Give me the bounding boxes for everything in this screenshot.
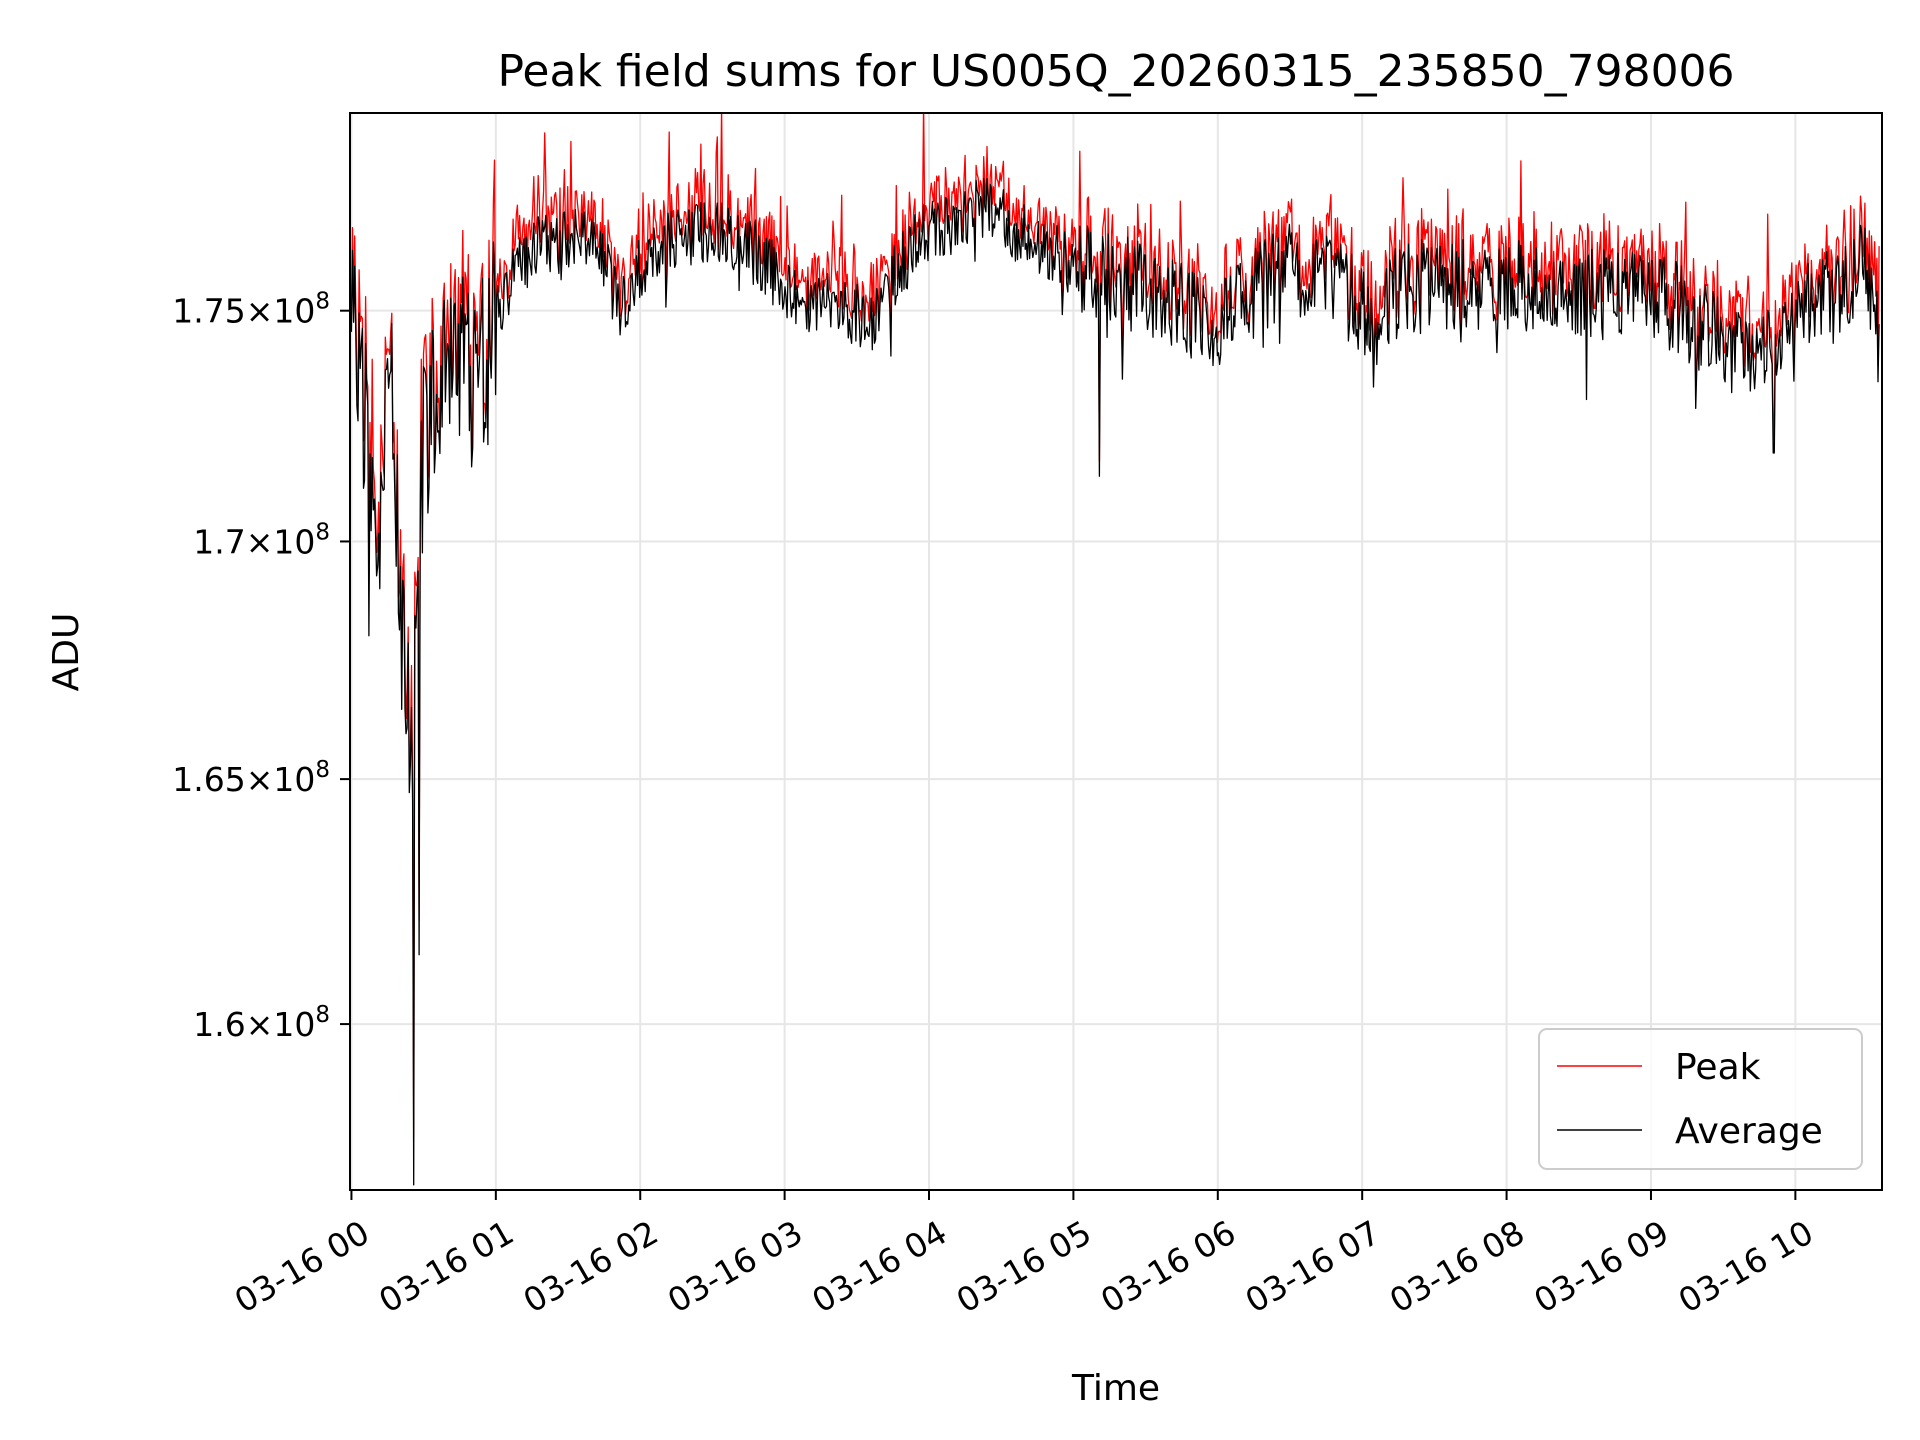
chart-title: Peak field sums for US005Q_20260315_2358… — [497, 46, 1734, 97]
y-ticks: 1.6×108 1.65×108 1.7×108 1.75×108 — [172, 289, 350, 1044]
x-axis-label: Time — [1071, 1368, 1160, 1409]
y-tick-label: 1.65×108 — [172, 757, 330, 799]
y-tick-label: 1.7×108 — [193, 519, 330, 561]
legend-average-label: Average — [1675, 1111, 1823, 1152]
y-tick-label: 1.6×108 — [193, 1002, 330, 1044]
legend-box — [1538, 1028, 1863, 1170]
legend: Peak Average — [1538, 1028, 1863, 1170]
y-tick-label: 1.75×108 — [172, 289, 330, 331]
plot-frame — [349, 112, 1883, 1191]
y-axis-label: ADU — [46, 613, 87, 692]
legend-peak-label: Peak — [1675, 1047, 1761, 1088]
series-line-average — [350, 177, 1880, 1186]
grid — [350, 113, 1882, 1190]
series-group — [350, 113, 1880, 1186]
